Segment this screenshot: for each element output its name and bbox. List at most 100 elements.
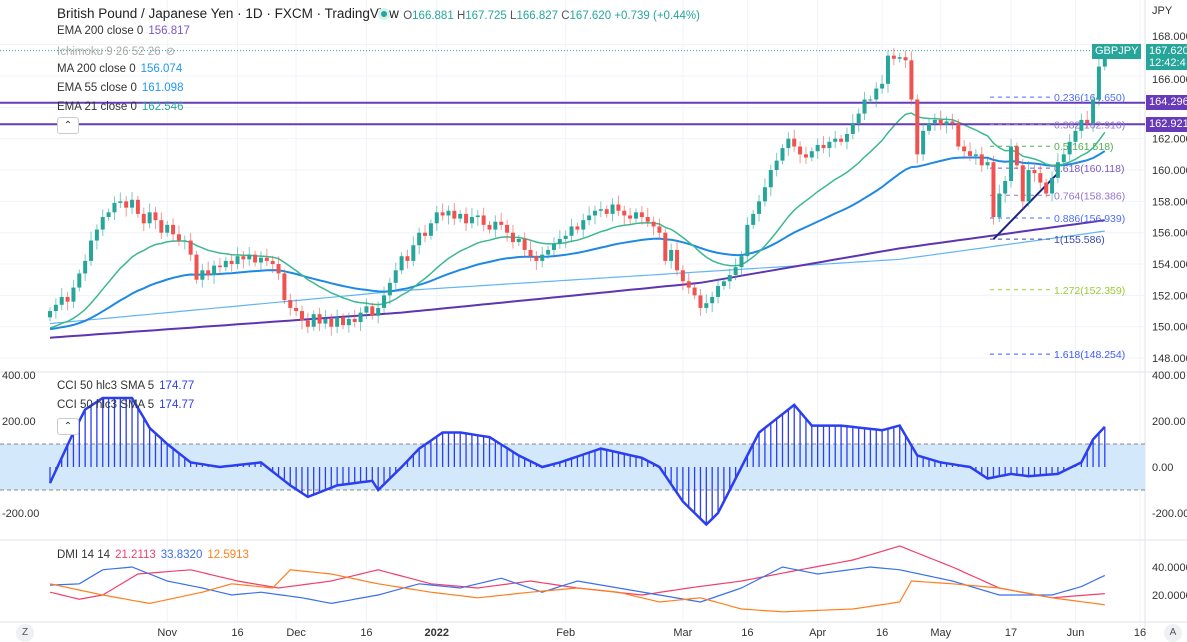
candle [868,95,873,104]
candle-body [710,296,715,304]
candle [716,278,721,304]
candle [985,158,990,170]
candle [282,269,287,304]
candle-body [891,55,896,59]
candle [106,208,111,221]
candle-body [294,307,299,312]
currency-unit: JPY [1152,5,1173,17]
legend-ichimoku[interactable]: Ichimoku 9 26 52 26 ⊘ [57,44,175,58]
timezone-button[interactable]: Z [16,624,34,642]
candle [768,164,773,197]
auto-scale-button[interactable]: A [1164,624,1182,642]
legend-ma200[interactable]: MA 200 close 0 156.074 [57,63,182,75]
candle-body [153,212,158,221]
candle [827,136,832,158]
time-tick: 16 [231,627,243,639]
candle [335,309,340,334]
candle-body [903,57,908,61]
candle-body [956,123,961,147]
candle [446,205,451,225]
candle-body [821,144,826,149]
candle [680,265,685,291]
candle [165,220,170,237]
cci-left-tick: 400.00 [2,370,36,382]
candle [657,218,662,240]
ohlc-readout: O166.881 H167.725 L166.827 C167.620 +0.7… [378,7,700,22]
candle-body [798,146,803,155]
legend-cci-2[interactable]: CCI 50 hlc3 SMA 5 174.77 [57,399,194,411]
ema200-line [49,219,1105,339]
candle-body [270,260,275,265]
candle [382,286,387,314]
candle-body [329,318,334,327]
candle-body [997,193,1002,218]
candle [628,207,633,226]
candle [352,309,357,328]
market-status-icon [378,8,390,20]
candle-body [200,270,205,280]
price-tick: 162.000 [1152,134,1187,146]
candle [176,225,181,246]
candle-body [264,257,269,261]
candle [59,288,64,310]
ema21-line [49,112,1106,329]
candle [780,144,785,165]
candle-body [452,210,457,219]
candle [645,208,650,227]
candle [393,262,398,290]
candle-body [305,320,310,327]
candle-body [727,275,732,282]
candle-body [59,296,64,305]
candle [821,136,826,154]
price-tick: 156.000 [1152,228,1187,240]
candle-body [850,123,855,134]
collapse-legend-button[interactable]: ⌃ [57,117,79,134]
candle [774,152,779,177]
candle [844,127,849,150]
candle [487,220,492,234]
legend-ema55[interactable]: EMA 55 close 0 161.098 [57,82,183,94]
candle-body [253,254,258,263]
candle [464,207,469,231]
candle-body [358,312,363,323]
candle-body [335,317,340,327]
change-value: +0.739 (+0.44%) [614,10,700,22]
candle [979,146,984,172]
candle [616,195,621,216]
candle-body [921,130,926,155]
candle-body [311,314,316,327]
candle [1020,158,1025,210]
eye-hidden-icon[interactable]: ⊘ [165,46,176,58]
legend-ema21[interactable]: EMA 21 close 0 162.546 [57,101,183,113]
candle [428,219,433,240]
ma200-line [49,230,1105,325]
candle-body [299,311,304,321]
candle-body [551,243,556,250]
candle-body [440,212,445,216]
candle [897,53,902,63]
candle [124,196,129,217]
legend-value: 174.77 [159,399,195,411]
candle [182,235,187,250]
collapse-cci-legend-button[interactable]: ⌃ [57,418,79,435]
candle-body [528,249,533,257]
candle-body [868,99,873,101]
candle-body [112,202,117,213]
candle [1044,178,1049,198]
price-tick: 150.000 [1152,322,1187,334]
candle-body [499,221,504,225]
fib-level-label: 0.5(161.518) [1054,141,1114,153]
candle [634,208,638,223]
candle [305,312,310,334]
open-label: O [403,10,413,22]
legend-cci-1[interactable]: CCI 50 hlc3 SMA 5 174.77 [57,380,194,392]
candle [610,198,615,222]
candle-body [651,221,656,227]
candle [534,251,539,270]
legend-dmi[interactable]: DMI 14 14 21.2113 33.8320 12.5913 [57,549,249,561]
candle-body [768,170,773,188]
candle-body [675,249,680,271]
price-tick: 168.000 [1152,31,1187,43]
legend-ema200[interactable]: EMA 200 close 0 156.817 [57,25,190,37]
